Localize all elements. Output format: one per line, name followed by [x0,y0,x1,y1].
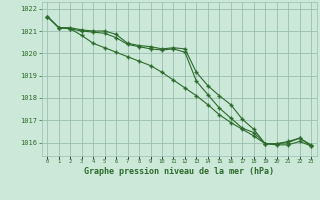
X-axis label: Graphe pression niveau de la mer (hPa): Graphe pression niveau de la mer (hPa) [84,167,274,176]
